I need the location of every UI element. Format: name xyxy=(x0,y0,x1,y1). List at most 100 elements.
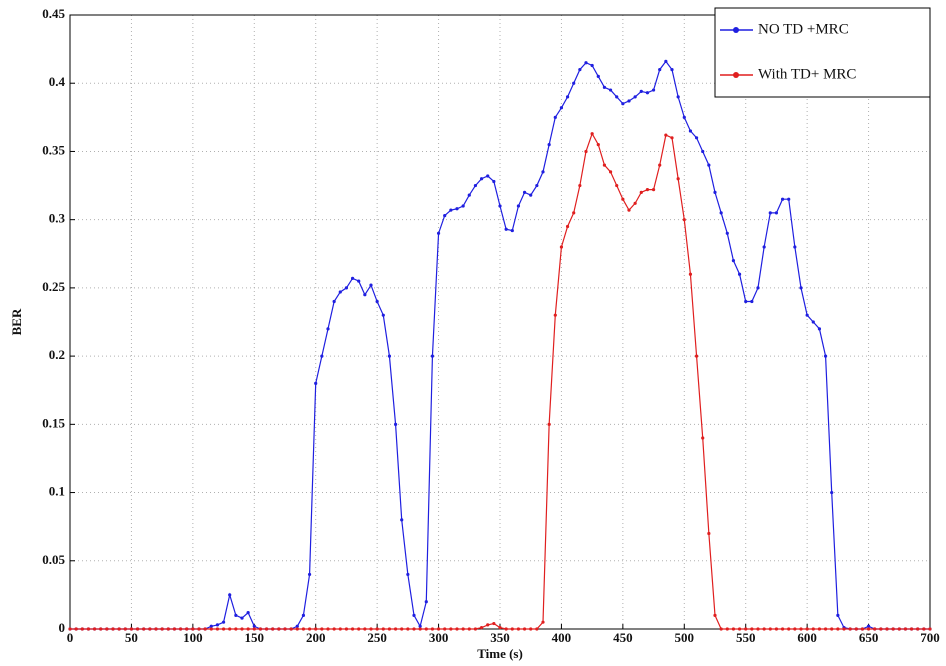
data-point xyxy=(92,627,97,631)
data-point xyxy=(486,623,490,627)
data-point xyxy=(830,627,834,631)
data-point xyxy=(596,74,600,78)
data-point xyxy=(817,627,822,631)
data-point xyxy=(572,211,576,215)
data-point xyxy=(350,627,355,631)
data-point xyxy=(768,627,772,631)
data-point xyxy=(209,627,213,631)
legend-label: With TD+ MRC xyxy=(758,66,856,82)
data-point xyxy=(492,621,496,626)
data-point xyxy=(799,627,803,631)
data-point xyxy=(473,627,478,631)
data-point xyxy=(903,627,908,631)
y-tick-label: 0.2 xyxy=(49,347,65,362)
data-point xyxy=(762,245,766,249)
data-point xyxy=(559,106,564,110)
data-point xyxy=(271,627,275,631)
data-point xyxy=(615,95,619,99)
data-point xyxy=(326,327,330,331)
data-point xyxy=(529,193,533,197)
data-point xyxy=(713,613,717,617)
data-point xyxy=(68,627,72,631)
data-point xyxy=(412,627,416,631)
data-point xyxy=(369,627,373,631)
data-point xyxy=(694,136,699,140)
data-point xyxy=(756,627,760,631)
data-point xyxy=(197,627,201,631)
data-point xyxy=(707,163,711,167)
data-point xyxy=(590,132,594,136)
y-tick-label: 0.05 xyxy=(42,552,65,567)
data-point xyxy=(836,627,840,631)
data-point xyxy=(406,627,410,631)
data-point xyxy=(375,627,379,631)
data-point xyxy=(547,422,551,426)
data-point xyxy=(553,115,557,119)
data-point xyxy=(922,627,926,631)
data-point xyxy=(602,163,607,167)
data-point xyxy=(860,627,865,631)
data-point xyxy=(393,422,398,426)
y-tick-label: 0.15 xyxy=(42,415,65,430)
data-point xyxy=(608,88,613,92)
data-point xyxy=(891,627,895,631)
data-point xyxy=(443,213,447,218)
data-point xyxy=(854,627,858,631)
data-point xyxy=(750,299,754,304)
data-point xyxy=(633,201,637,205)
data-point xyxy=(928,627,932,631)
data-point xyxy=(369,283,373,287)
data-point xyxy=(885,627,889,631)
data-point xyxy=(314,627,318,631)
x-tick-label: 450 xyxy=(613,630,633,645)
x-tick-label: 0 xyxy=(67,630,74,645)
x-tick-label: 650 xyxy=(859,630,879,645)
data-point xyxy=(787,197,791,201)
data-point xyxy=(393,627,398,631)
data-point xyxy=(381,313,385,317)
data-point xyxy=(651,88,656,92)
data-point xyxy=(848,627,852,631)
x-tick-label: 150 xyxy=(245,630,265,645)
data-point xyxy=(221,620,226,624)
data-point xyxy=(658,67,662,72)
data-point xyxy=(805,313,809,317)
data-point xyxy=(737,272,742,276)
y-tick-label: 0.25 xyxy=(42,279,65,294)
data-point xyxy=(357,627,361,631)
data-point xyxy=(522,190,527,194)
data-point xyxy=(449,208,453,212)
legend: NO TD +MRC With TD+ MRC xyxy=(714,7,931,98)
data-point xyxy=(584,149,588,154)
data-point xyxy=(608,170,613,174)
data-point xyxy=(344,286,349,290)
data-point xyxy=(142,627,146,631)
data-point xyxy=(117,627,121,631)
data-point xyxy=(535,627,539,631)
data-point xyxy=(418,624,422,628)
data-point xyxy=(664,133,668,137)
data-point xyxy=(301,613,306,617)
data-point xyxy=(590,63,594,68)
data-point xyxy=(387,627,392,631)
legend-marker xyxy=(733,27,739,33)
data-point xyxy=(99,627,103,631)
data-point xyxy=(430,354,435,358)
data-point xyxy=(252,627,256,631)
data-point xyxy=(424,627,428,631)
data-point xyxy=(651,188,656,192)
data-point xyxy=(670,136,674,140)
data-point xyxy=(725,231,729,235)
data-point xyxy=(701,149,705,154)
data-point xyxy=(682,218,686,222)
y-tick-label: 0.4 xyxy=(49,74,66,89)
data-point xyxy=(916,627,920,631)
x-tick-label: 50 xyxy=(125,630,138,645)
data-point xyxy=(578,183,582,188)
data-point xyxy=(596,143,600,147)
data-point xyxy=(504,627,508,631)
data-point xyxy=(621,197,625,201)
data-point xyxy=(160,627,164,631)
data-point xyxy=(811,320,815,324)
data-point xyxy=(805,627,809,631)
